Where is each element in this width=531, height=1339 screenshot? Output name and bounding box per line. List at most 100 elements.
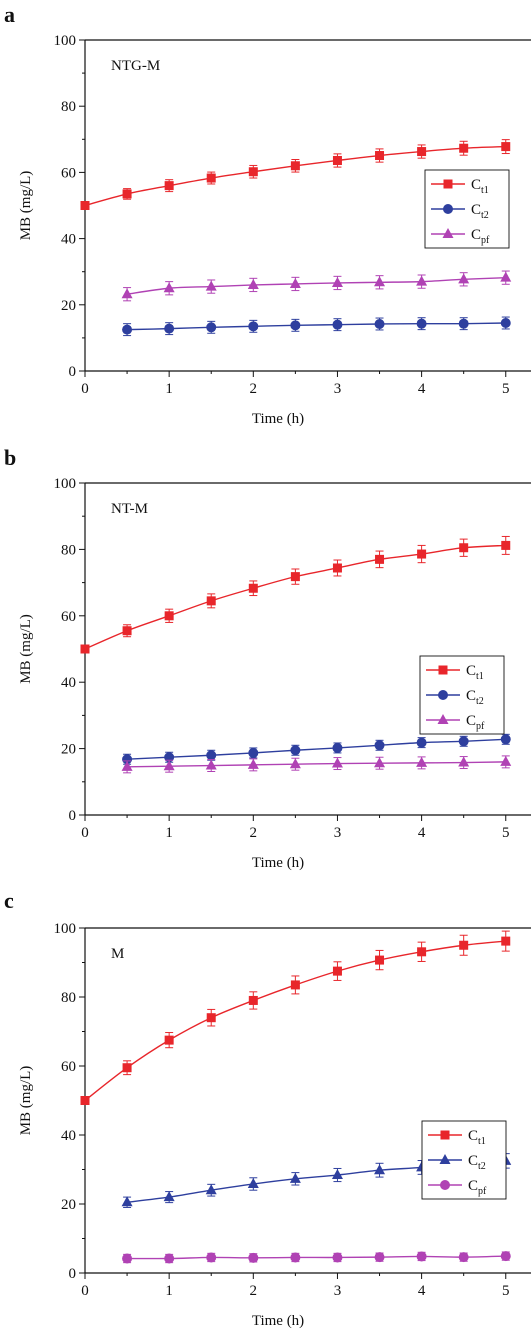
- legend-marker-Ct2: [438, 690, 448, 700]
- data-point-Ct1: [290, 572, 300, 582]
- legend-label-main: C: [471, 177, 481, 193]
- legend-label-Cpf: Cpf: [471, 227, 490, 246]
- data-point-Ct1: [459, 543, 469, 553]
- data-point-Ct2: [289, 1172, 301, 1183]
- data-point-Ct2: [458, 736, 469, 747]
- legend-label-main: C: [466, 688, 476, 704]
- data-point-Ct2: [206, 750, 217, 761]
- data-point-Cpf: [332, 1252, 343, 1263]
- chart-panel-a: a 0 20 40 60 80 100 0 1 2 3 4 5 Time (h) MB (mg/L) NTG-…: [0, 0, 531, 443]
- x-tick-label: 4: [418, 381, 426, 397]
- legend-label-main: C: [471, 202, 481, 218]
- data-point-Cpf: [500, 755, 512, 766]
- data-point-Cpf: [205, 280, 217, 291]
- data-point-Ct1: [248, 995, 258, 1005]
- chart-svg-b: b 0 20 40 60 80 100 0 1 2 3 4 5 Time (h) MB (mg/L) NT-M…: [4, 445, 531, 871]
- data-point-Ct2: [416, 737, 427, 748]
- x-tick-label: 4: [418, 1283, 426, 1299]
- legend-label-subscript: pf: [478, 1186, 487, 1197]
- series-line-Ct2: [127, 738, 506, 760]
- data-point-Cpf: [416, 1251, 427, 1262]
- y-tick-label: 100: [54, 33, 77, 49]
- data-point-Ct2: [332, 319, 343, 330]
- legend-label-subscript: t2: [476, 696, 484, 707]
- data-point-Ct1: [332, 563, 342, 573]
- panel-label: c: [4, 888, 14, 913]
- y-axis-label: MB (mg/L): [18, 171, 34, 241]
- x-tick-label: 1: [165, 1283, 173, 1299]
- series-line-Ct1: [84, 940, 506, 1102]
- legend-label-subscript: t1: [478, 1136, 486, 1147]
- data-point-Cpf: [164, 1253, 175, 1264]
- series-line-Cpf: [126, 276, 506, 295]
- plot-annotation: M: [111, 946, 124, 962]
- data-point-Ct2: [164, 323, 175, 334]
- y-tick-label: 60: [61, 1059, 76, 1075]
- x-tick-label: 3: [334, 825, 342, 841]
- legend-label-Ct2: Ct2: [471, 202, 489, 221]
- legend-marker-Ct2: [443, 204, 453, 214]
- data-point-Ct2: [122, 324, 133, 335]
- y-tick-label: 60: [61, 609, 76, 625]
- data-point-Cpf: [247, 758, 259, 769]
- x-axis-label: Time (h): [252, 411, 304, 427]
- x-tick-label: 0: [81, 1283, 89, 1299]
- legend-label-subscript: pf: [481, 235, 490, 246]
- data-point-Cpf: [206, 1252, 217, 1263]
- data-point-Ct2: [290, 745, 301, 756]
- legend-label-Cpf: Cpf: [466, 713, 485, 732]
- data-point-Ct1: [501, 142, 511, 152]
- legend-marker-Ct1: [438, 665, 448, 675]
- data-point-Ct1: [80, 644, 90, 654]
- data-point-Cpf: [416, 275, 428, 286]
- data-point-Ct1: [417, 549, 427, 559]
- x-tick-label: 3: [334, 381, 342, 397]
- data-point-Ct1: [80, 201, 90, 210]
- x-axis-label: Time (h): [252, 855, 304, 871]
- data-point-Ct1: [122, 626, 132, 636]
- plot-annotation: NTG-M: [111, 58, 160, 74]
- data-point-Ct1: [206, 173, 216, 183]
- data-point-Ct1: [164, 611, 174, 621]
- legend-label-Ct2: Ct2: [466, 688, 484, 707]
- y-axis-label: MB (mg/L): [18, 614, 34, 684]
- y-tick-label: 40: [61, 1128, 76, 1144]
- y-tick-label: 40: [61, 675, 76, 691]
- data-point-Ct1: [290, 161, 300, 171]
- data-point-Ct1: [206, 1013, 216, 1023]
- x-tick-label: 5: [502, 825, 510, 841]
- data-point-Ct1: [122, 1063, 132, 1073]
- data-point-Ct2: [206, 322, 217, 333]
- data-point-Ct1: [164, 181, 174, 191]
- legend-label-Cpf: Cpf: [468, 1178, 487, 1197]
- x-tick-label: 0: [81, 825, 89, 841]
- data-point-Ct2: [163, 1191, 175, 1202]
- y-axis-label: MB (mg/L): [18, 1066, 34, 1136]
- x-tick-label: 5: [502, 381, 510, 397]
- data-point-Cpf: [458, 273, 470, 284]
- data-point-Ct2: [374, 318, 385, 329]
- legend-marker-Ct2: [439, 1154, 451, 1164]
- data-point-Ct1: [375, 955, 385, 965]
- data-point-Ct1: [375, 151, 385, 161]
- legend-marker-Cpf: [442, 228, 454, 238]
- data-point-Ct2: [247, 1177, 259, 1188]
- data-point-Cpf: [121, 760, 133, 771]
- y-tick-label: 80: [61, 99, 76, 115]
- y-tick-label: 100: [54, 921, 77, 937]
- legend-label-Ct1: Ct1: [471, 177, 489, 196]
- data-point-Ct1: [80, 1096, 90, 1105]
- data-point-Cpf: [374, 276, 386, 287]
- legend-label-subscript: t1: [476, 671, 484, 682]
- data-point-Ct1: [332, 966, 342, 976]
- data-point-Ct2: [121, 1196, 133, 1207]
- legend-label-subscript: t1: [481, 185, 489, 196]
- data-point-Ct2: [332, 742, 343, 753]
- series-line-Ct2: [127, 322, 506, 331]
- x-tick-label: 5: [502, 1283, 510, 1299]
- panel-label: b: [4, 445, 16, 470]
- data-point-Cpf: [500, 271, 512, 282]
- data-point-Ct2: [458, 318, 469, 329]
- data-point-Cpf: [458, 1252, 469, 1263]
- data-point-Ct2: [374, 1164, 386, 1175]
